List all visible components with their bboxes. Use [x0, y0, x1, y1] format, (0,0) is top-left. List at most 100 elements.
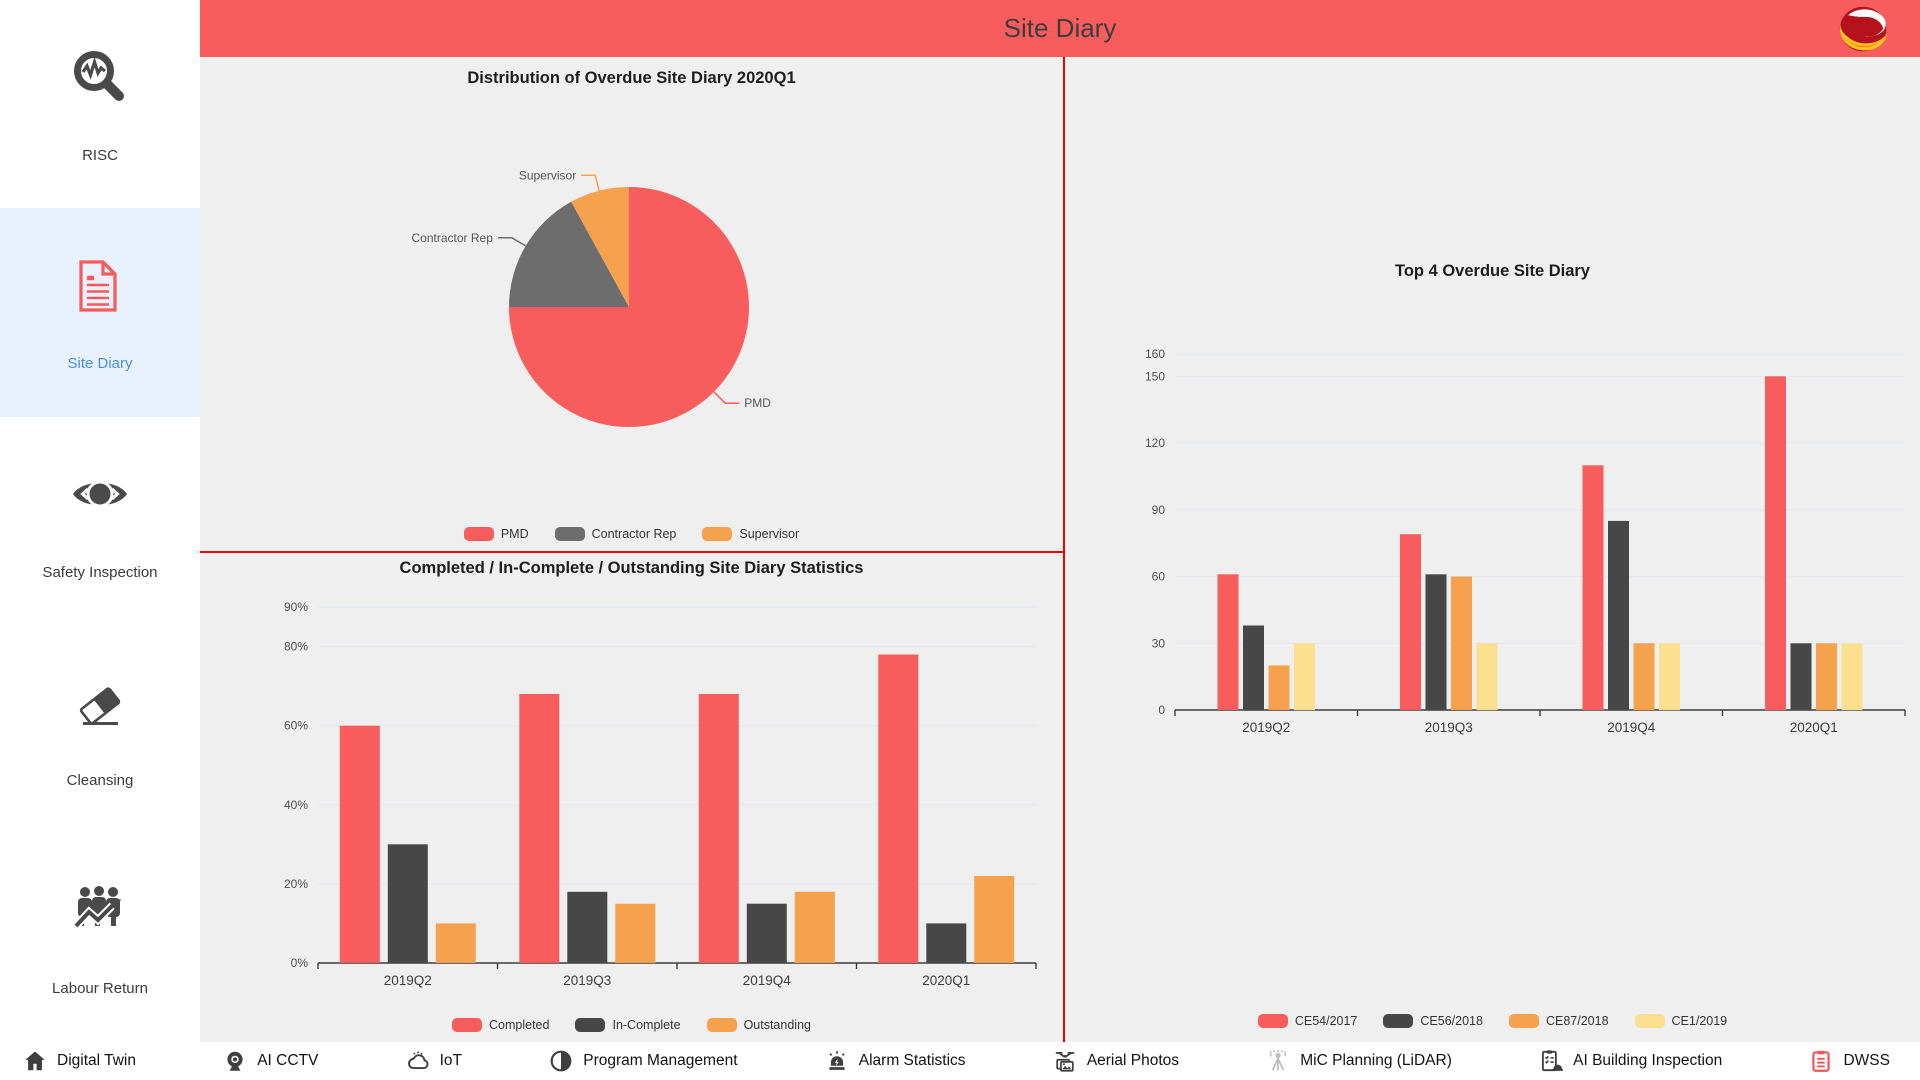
- nav-item-label: MiC Planning (LiDAR): [1300, 1052, 1452, 1069]
- sidebar-item-safety-inspection[interactable]: Safety Inspection: [0, 417, 200, 625]
- nav-item-label: AI Building Inspection: [1573, 1052, 1723, 1069]
- nav-item-label: Program Management: [583, 1052, 738, 1069]
- alarm-siren-icon: [828, 1051, 845, 1070]
- svg-text:150: 150: [1145, 369, 1165, 383]
- pie-chart-legend: PMD Contractor Rep Supervisor: [200, 527, 1063, 541]
- legend-item[interactable]: PMD: [463, 527, 529, 541]
- sidebar-item-site-diary[interactable]: Site Diary: [0, 208, 200, 417]
- legend-item[interactable]: CE54/2017: [1257, 1014, 1357, 1028]
- nav-item-label: Aerial Photos: [1086, 1052, 1180, 1069]
- svg-text:2019Q4: 2019Q4: [743, 973, 792, 988]
- svg-text:2020Q1: 2020Q1: [922, 973, 970, 988]
- svg-text:30: 30: [1152, 636, 1166, 650]
- svg-text:40%: 40%: [284, 798, 308, 812]
- nav-item-ai-cctv[interactable]: AI CCTV: [222, 1048, 318, 1074]
- svg-text:PMD: PMD: [744, 396, 771, 410]
- labour-group-arrow-icon: [73, 886, 121, 930]
- site-diary-document-icon: [79, 260, 117, 312]
- red-divider-vertical: [1063, 57, 1065, 1042]
- legend-item[interactable]: CE1/2019: [1634, 1014, 1728, 1028]
- completion-chart-title: Completed / In-Complete / Outstanding Si…: [399, 559, 864, 577]
- red-divider-horizontal: [200, 551, 1063, 553]
- top4-chart-legend: CE54/2017 CE56/2018 CE87/2018 CE1/2019: [1065, 1014, 1920, 1028]
- svg-text:160: 160: [1145, 347, 1165, 361]
- eraser-icon: [79, 687, 121, 725]
- risc-magnifier-icon: [74, 50, 124, 101]
- dashboard-content: Distribution of Overdue Site Diary 2020Q…: [200, 57, 1920, 1042]
- top4-bar-chart: 0 30 60 90 120 150 160 2019Q2 2019Q3 2019Q4 2020Q1: [1145, 347, 1906, 735]
- svg-text:2019Q2: 2019Q2: [1242, 720, 1290, 735]
- bottom-nav: Digital Twin AI CCTV IoT Program Manag: [0, 1042, 1920, 1080]
- legend-item[interactable]: In-Complete: [575, 1018, 681, 1032]
- pie-chart: PMD Contractor Rep Supervisor: [412, 168, 771, 427]
- nav-item-label: Alarm Statistics: [858, 1052, 966, 1069]
- legend-label: Supervisor: [739, 527, 800, 541]
- legend-item[interactable]: CE56/2018: [1383, 1014, 1483, 1028]
- legend-swatch: [554, 527, 585, 541]
- nav-item-label: Digital Twin: [57, 1052, 136, 1069]
- sidebar-item-risc[interactable]: RISC: [0, 0, 200, 208]
- sidebar-item-labour-return[interactable]: Labour Return: [0, 834, 200, 1042]
- legend-item[interactable]: Completed: [452, 1018, 549, 1032]
- svg-text:2019Q3: 2019Q3: [1425, 720, 1473, 735]
- lidar-scanner-icon: [1270, 1049, 1287, 1071]
- svg-text:90%: 90%: [284, 600, 308, 614]
- sidebar-item-label: Cleansing: [66, 771, 134, 789]
- svg-text:0%: 0%: [291, 956, 309, 970]
- legend-label: CE1/2019: [1671, 1014, 1728, 1028]
- nav-item-mic-planning-lidar[interactable]: MiC Planning (LiDAR): [1265, 1048, 1452, 1074]
- inspection-clipboard-helmet-icon: [1542, 1050, 1564, 1072]
- legend-swatch: [1634, 1014, 1665, 1028]
- svg-text:60: 60: [1152, 570, 1166, 584]
- legend-swatch: [702, 527, 733, 541]
- svg-text:60%: 60%: [284, 719, 308, 733]
- legend-swatch: [452, 1018, 483, 1032]
- legend-label: Outstanding: [743, 1018, 811, 1032]
- completion-bar-chart: 0% 20% 40% 60% 80% 90% 2019Q2 2019Q3 2019Q4 2020Q…: [284, 600, 1037, 988]
- page-header: Site Diary: [200, 0, 1920, 57]
- cloud-icon: [407, 1051, 429, 1070]
- svg-text:2019Q4: 2019Q4: [1607, 720, 1656, 735]
- legend-item[interactable]: Contractor Rep: [554, 527, 676, 541]
- sidebar: RISC Site Diary Safety Inspection: [0, 0, 200, 1042]
- nav-item-dwss[interactable]: DWSS: [1808, 1048, 1890, 1074]
- legend-swatch: [1383, 1014, 1414, 1028]
- completion-chart-legend: Completed In-Complete Outstanding: [200, 1018, 1063, 1032]
- dwss-clipboard-icon: [1812, 1050, 1831, 1072]
- svg-text:2019Q2: 2019Q2: [384, 973, 432, 988]
- legend-label: PMD: [500, 527, 529, 541]
- legend-label: Completed: [489, 1018, 550, 1032]
- svg-text:Supervisor: Supervisor: [519, 168, 576, 182]
- page-title: Site Diary: [1003, 13, 1117, 43]
- svg-text:80%: 80%: [284, 640, 308, 654]
- legend-item[interactable]: Supervisor: [702, 527, 799, 541]
- half-circle-contrast-icon: [550, 1050, 572, 1072]
- legend-swatch: [706, 1018, 737, 1032]
- sidebar-item-cleansing[interactable]: Cleansing: [0, 625, 200, 833]
- svg-text:20%: 20%: [284, 877, 308, 891]
- nav-item-digital-twin[interactable]: Digital Twin: [22, 1048, 136, 1074]
- pie-chart-title: Distribution of Overdue Site Diary 2020Q…: [467, 69, 796, 87]
- legend-item[interactable]: Outstanding: [706, 1018, 811, 1032]
- sidebar-item-label: Site Diary: [67, 355, 133, 373]
- nav-item-ai-building-inspection[interactable]: AI Building Inspection: [1538, 1048, 1722, 1074]
- nav-item-program-management[interactable]: Program Management: [548, 1048, 738, 1074]
- nav-item-label: DWSS: [1843, 1052, 1890, 1069]
- nav-item-alarm-statistics[interactable]: Alarm Statistics: [824, 1048, 966, 1074]
- brand-logo-icon: [1839, 6, 1888, 52]
- sidebar-item-label: Safety Inspection: [42, 563, 158, 581]
- drone-photos-icon: [1055, 1052, 1075, 1072]
- legend-swatch: [1508, 1014, 1539, 1028]
- svg-text:2019Q3: 2019Q3: [563, 973, 611, 988]
- legend-item[interactable]: CE87/2018: [1508, 1014, 1609, 1028]
- legend-swatch: [463, 527, 494, 541]
- eye-icon: [73, 480, 127, 508]
- svg-text:2020Q1: 2020Q1: [1790, 720, 1838, 735]
- house-icon: [25, 1051, 45, 1071]
- nav-item-aerial-photos[interactable]: Aerial Photos: [1052, 1048, 1179, 1074]
- nav-item-label: IoT: [439, 1052, 463, 1069]
- sidebar-item-label: Labour Return: [52, 980, 148, 998]
- nav-item-iot[interactable]: IoT: [405, 1048, 462, 1074]
- webcam-icon: [227, 1051, 243, 1071]
- legend-label: CE56/2018: [1420, 1014, 1483, 1028]
